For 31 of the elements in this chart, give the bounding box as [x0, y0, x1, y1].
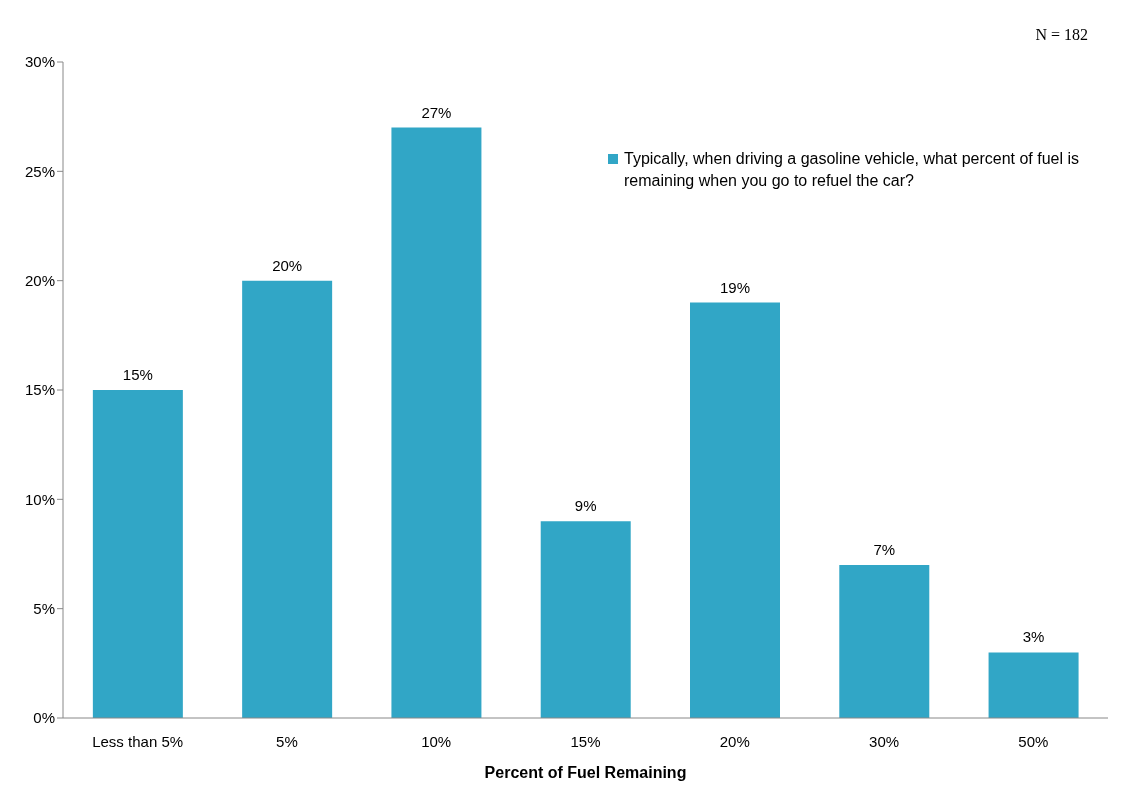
x-tick-label: 5%: [276, 732, 298, 750]
x-tick-label: 15%: [570, 732, 601, 750]
data-label: 19%: [719, 278, 751, 296]
data-label: 20%: [272, 256, 303, 274]
data-label: 7%: [873, 540, 896, 558]
x-tick-label: Less than 5%: [92, 732, 184, 750]
bar: [540, 521, 631, 718]
y-tick-label: 30%: [24, 53, 55, 71]
legend-label: Typically, when driving a gasoline vehicle, what percent of fuel is remaining when you go to refuel the car?: [624, 149, 1081, 191]
bar: [839, 564, 930, 718]
text: N = 182: [1035, 26, 1088, 44]
data-label: 9%: [574, 497, 597, 515]
bar: [242, 280, 333, 718]
y-tick-label: 20%: [24, 271, 55, 289]
y-tick-label: 15%: [24, 381, 55, 399]
x-tick-label: 50%: [1018, 732, 1049, 750]
x-tick-label: 10%: [421, 732, 452, 750]
bar: [690, 302, 780, 718]
x-tick-label: 30%: [869, 732, 900, 750]
bar: [92, 390, 183, 718]
data-label: 15%: [122, 366, 153, 383]
x-tick-label: 20%: [719, 732, 750, 750]
x-axis-title: Percent of Fuel Remaining: [484, 764, 687, 781]
y-tick-label: 25%: [24, 162, 55, 180]
data-label: 27%: [421, 103, 452, 121]
bar: [391, 127, 482, 718]
data-label: 3%: [1022, 628, 1045, 646]
y-tick-label: 10%: [24, 490, 55, 508]
bar: [988, 652, 1079, 718]
y-tick-label: 5%: [33, 599, 55, 617]
y-tick-label: 0%: [33, 709, 55, 727]
